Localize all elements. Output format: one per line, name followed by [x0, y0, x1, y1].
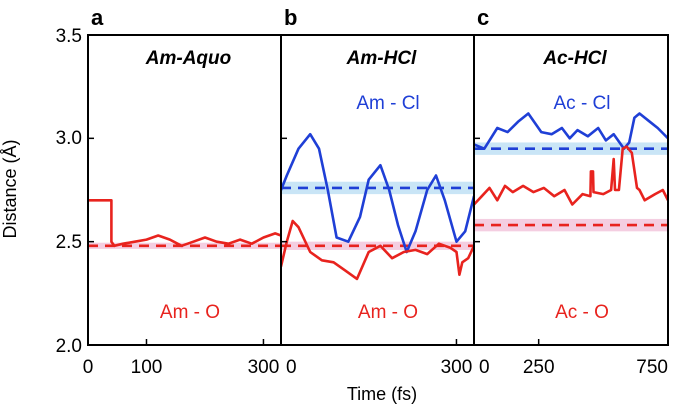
panel-title: Am-Aquo [145, 48, 231, 69]
series-annotation: Am - Cl [356, 93, 419, 114]
uncertainty-band [474, 142, 668, 155]
x-tick-label: 300 [248, 357, 280, 378]
distance-trace [281, 132, 474, 254]
y-tick-label: 3.0 [56, 128, 82, 149]
x-tick-label: 0 [286, 357, 297, 378]
x-tick-label: 100 [131, 357, 163, 378]
y-tick-label: 2.5 [56, 232, 82, 253]
panel-title: Am-HCl [346, 48, 417, 69]
x-tick-label: 300 [441, 357, 473, 378]
x-axis-label: Time (fs) [347, 384, 417, 404]
panel-letter: c [477, 5, 489, 30]
series-annotation: Ac - Cl [554, 93, 611, 114]
x-tick-label: 0 [479, 357, 490, 378]
panel-frame [87, 34, 282, 346]
panel-b: 0 300 b Am-HCl Am - Cl Am - O [280, 5, 475, 378]
uncertainty-band [281, 241, 474, 250]
uncertainty-band [474, 218, 668, 232]
plot-area [88, 199, 281, 249]
y-tick-label: 2.0 [56, 336, 82, 357]
panel-letter: b [284, 5, 297, 30]
distance-trace [88, 199, 281, 248]
series-annotation: Am - O [358, 302, 418, 323]
distance-trace [474, 145, 668, 206]
plot-area [281, 132, 474, 281]
plot-area [474, 112, 668, 232]
panel-a: 0 100 300 a Am-Aquo Am - O [83, 5, 282, 378]
uncertainty-band [281, 181, 474, 195]
x-tick-label: 0 [83, 357, 94, 378]
panel-frame [473, 34, 669, 346]
x-tick-label: 250 [523, 357, 555, 378]
y-tick-label: 3.5 [56, 26, 82, 47]
x-tick-label: 750 [636, 357, 668, 378]
distance-trace [474, 112, 668, 150]
series-annotation: Ac - O [555, 302, 609, 323]
distance-trace [281, 219, 474, 281]
y-axis-label: Distance (Å) [0, 139, 20, 238]
panel-letter: a [91, 5, 104, 30]
panel-c: 0 250 750 c Ac-HCl Ac - Cl Ac - O [473, 5, 669, 378]
panel-title: Ac-HCl [542, 48, 607, 69]
series-annotation: Am - O [160, 302, 220, 323]
